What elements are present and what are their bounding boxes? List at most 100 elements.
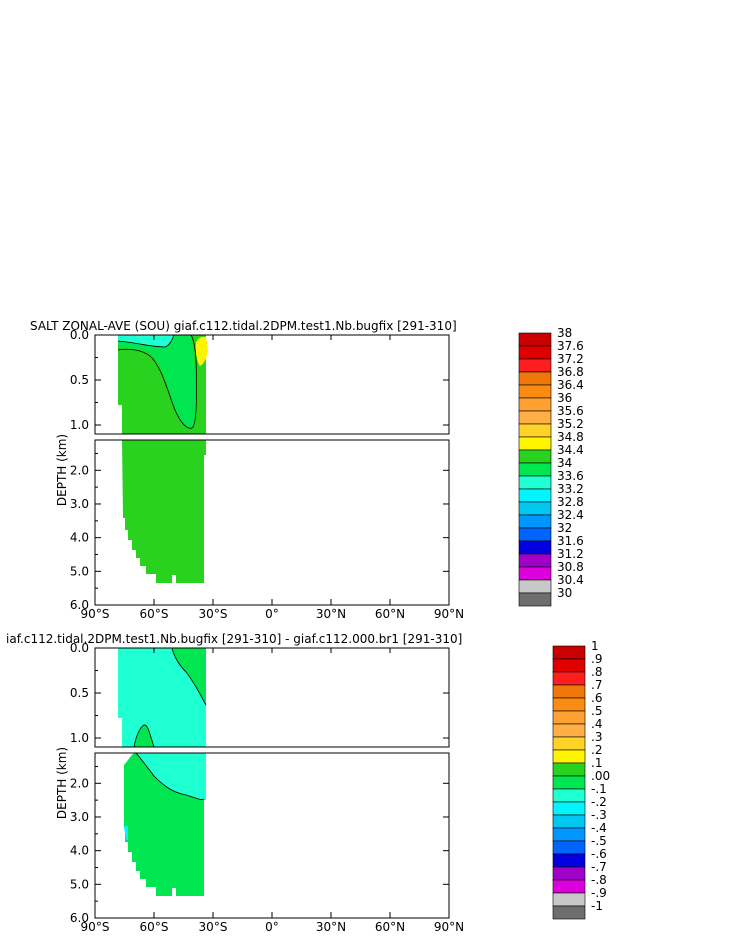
colorbar-swatch: [518, 358, 552, 373]
colorbar-label: .2: [591, 743, 602, 757]
colorbar-label: 37.6: [557, 339, 584, 353]
x-tick-label: 60°N: [375, 920, 405, 934]
colorbar-label: -1: [591, 899, 603, 913]
colorbar-label: 1: [591, 639, 599, 653]
colorbar-swatch: [552, 892, 586, 907]
colorbar-swatch: [552, 762, 586, 777]
y-tick-label: 4.0: [70, 844, 89, 858]
x-tick-label: 60°S: [140, 920, 169, 934]
colorbar-label: 30.4: [557, 573, 584, 587]
colorbar-label: 36: [557, 391, 572, 405]
p2-upper-contour-blob: [133, 724, 155, 748]
x-tick-label: 30°S: [199, 607, 228, 621]
colorbar-swatch: [518, 423, 552, 438]
y-tick-label: 6.0: [70, 911, 89, 925]
colorbar-swatch: [518, 397, 552, 412]
colorbar-swatch: [518, 410, 552, 425]
colorbar-label: 32.8: [557, 495, 584, 509]
p1-upper-yellow-region: [195, 336, 208, 366]
x-tick-label: 90°S: [81, 920, 110, 934]
colorbar-swatch: [552, 658, 586, 673]
colorbar-label: 32: [557, 521, 572, 535]
panel-1-ylabel: DEPTH (km): [55, 434, 69, 506]
colorbar-label: .8: [591, 665, 602, 679]
colorbar-swatch: [552, 840, 586, 855]
colorbar-label: 35.2: [557, 417, 584, 431]
panel-1-title: SALT ZONAL-AVE (SOU) giaf.c112.tidal.2DP…: [30, 319, 457, 333]
colorbar-label: -.1: [591, 782, 607, 796]
colorbar-swatch: [552, 905, 586, 920]
x-tick-label: 60°N: [375, 607, 405, 621]
colorbar-swatch: [552, 879, 586, 894]
colorbar-swatch: [518, 579, 552, 594]
y-tick-label: 2.0: [70, 776, 89, 790]
x-tick-label: 90°S: [81, 607, 110, 621]
colorbar-label: .7: [591, 678, 602, 692]
panel-2-colorbar: 1.9.8.7.6.5.4.3.2.1.00-.1-.2-.3-.4-.5-.6…: [552, 639, 610, 920]
colorbar-label: 34.8: [557, 430, 584, 444]
colorbar-label: 36.8: [557, 365, 584, 379]
x-tick-label: 30°S: [199, 920, 228, 934]
colorbar-swatch: [518, 514, 552, 529]
colorbar-swatch: [552, 749, 586, 764]
colorbar-swatch: [518, 527, 552, 542]
p2-lower-contour: [135, 752, 205, 800]
colorbar-swatch: [552, 645, 586, 660]
colorbar-label: .9: [591, 652, 602, 666]
colorbar-label: -.5: [591, 834, 607, 848]
colorbar-swatch: [552, 853, 586, 868]
colorbar-swatch: [552, 671, 586, 686]
p2-upper-cyan-region: [118, 648, 206, 747]
colorbar-swatch: [518, 462, 552, 477]
panel-1-colorbar: 3837.637.236.836.43635.635.234.834.43433…: [518, 326, 584, 607]
colorbar-swatch: [552, 814, 586, 829]
colorbar-swatch: [552, 775, 586, 790]
colorbar-swatch: [518, 384, 552, 399]
p1-upper-contour-2: [117, 334, 175, 348]
y-tick-label: 0.0: [70, 641, 89, 655]
colorbar-swatch: [518, 371, 552, 386]
colorbar-swatch: [518, 488, 552, 503]
colorbar-label: 30: [557, 586, 572, 600]
x-tick-label: 90°N: [434, 920, 464, 934]
p2-lower-cyan-region: [136, 753, 206, 801]
colorbar-label: 33.2: [557, 482, 584, 496]
colorbar-label: 38: [557, 326, 572, 340]
colorbar-label: .6: [591, 691, 602, 705]
colorbar-label: -.4: [591, 821, 607, 835]
colorbar-label: -.8: [591, 873, 607, 887]
y-tick-label: 5.0: [70, 564, 89, 578]
colorbar-label: -.6: [591, 847, 607, 861]
panel-2-ylabel: DEPTH (km): [55, 747, 69, 819]
colorbar-label: -.2: [591, 795, 607, 809]
y-tick-label: 1.0: [70, 731, 89, 745]
x-tick-label: 30°N: [316, 920, 346, 934]
colorbar-swatch: [518, 475, 552, 490]
colorbar-swatch: [552, 736, 586, 751]
y-tick-label: 1.0: [70, 418, 89, 432]
p2-upper-green-blob: [134, 724, 154, 747]
y-tick-label: 0.5: [70, 373, 89, 387]
y-tick-label: 3.0: [70, 810, 89, 824]
y-tick-label: 2.0: [70, 463, 89, 477]
p1-upper-cyan-region: [118, 335, 174, 347]
colorbar-label: .4: [591, 717, 602, 731]
colorbar-label: .1: [591, 756, 602, 770]
p2-lower-cyan-edge: [124, 826, 128, 840]
colorbar-label: 34: [557, 456, 572, 470]
p2-upper-contour: [171, 647, 207, 706]
colorbar-swatch: [518, 540, 552, 555]
colorbar-swatch: [552, 827, 586, 842]
colorbar-swatch: [552, 710, 586, 725]
y-tick-label: 6.0: [70, 598, 89, 612]
colorbar-label: .3: [591, 730, 602, 744]
panel-2-upper-fills: [118, 647, 207, 748]
y-tick-label: 3.0: [70, 497, 89, 511]
colorbar-swatch: [518, 566, 552, 581]
colorbar-swatch: [518, 332, 552, 347]
colorbar-swatch: [552, 801, 586, 816]
colorbar-label: 30.8: [557, 560, 584, 574]
colorbar-label: -.7: [591, 860, 607, 874]
y-tick-label: 0.0: [70, 328, 89, 342]
